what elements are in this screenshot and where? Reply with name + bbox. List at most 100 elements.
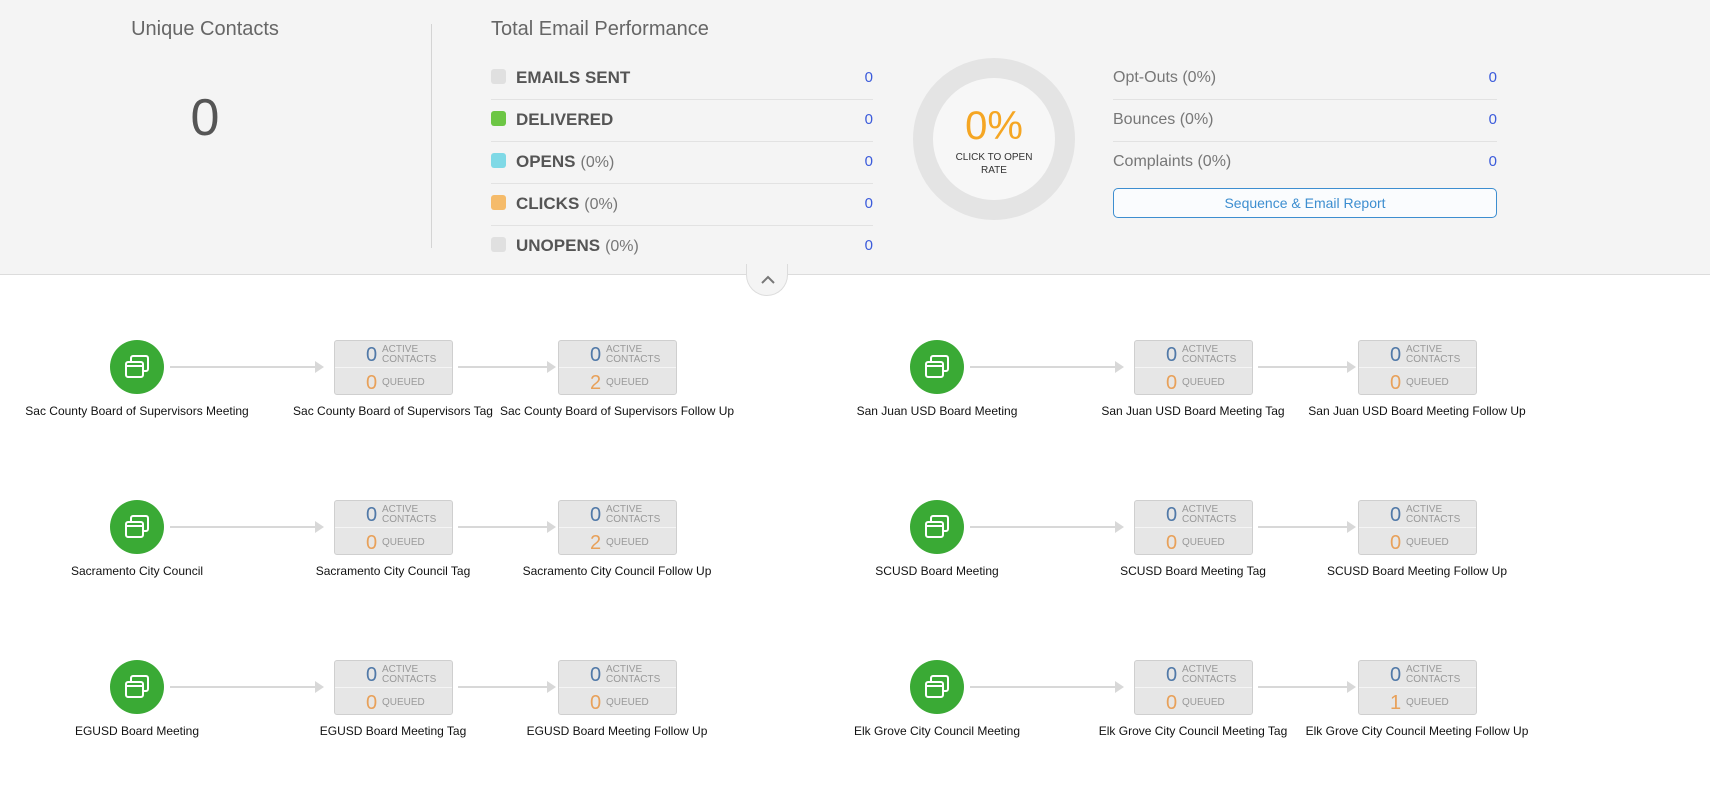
sequence-tag-name[interactable]: EGUSD Board Meeting Tag <box>319 724 467 738</box>
sequence-start-name[interactable]: EGUSD Board Meeting <box>74 724 200 738</box>
sequence-step-box[interactable]: 0 ACTIVE CONTACTS 0 QUEUED <box>1358 340 1477 395</box>
metric-value[interactable]: 0 <box>864 153 873 170</box>
sequence-row: 0 ACTIVE CONTACTS 0 QUEUED 0 ACTIVE CONTACTS 0 QU… <box>0 660 720 790</box>
queued-line: 1 QUEUED <box>1359 688 1476 715</box>
legend-swatch-opens <box>491 153 506 168</box>
legend-swatch-unopens <box>491 237 506 252</box>
metric-emails-sent[interactable]: EMAILS SENT 0 <box>491 58 873 100</box>
queued-count: 0 <box>1390 372 1402 394</box>
metric-value[interactable]: 0 <box>864 195 873 212</box>
sequence-start-node[interactable] <box>110 660 164 714</box>
active-contacts-count: 0 <box>590 664 602 686</box>
sequence-step-box[interactable]: 0 ACTIVE CONTACTS 0 QUEUED <box>1358 500 1477 555</box>
metric-label: EMAILS SENT <box>516 68 631 87</box>
sequence-start-name[interactable]: SCUSD Board Meeting <box>875 564 999 578</box>
active-contacts-label: ACTIVE CONTACTS <box>1406 344 1461 365</box>
sequence-step-box[interactable]: 0 ACTIVE CONTACTS 0 QUEUED <box>334 500 453 555</box>
sequence-step-box[interactable]: 0 ACTIVE CONTACTS 2 QUEUED <box>558 500 677 555</box>
sequence-copy-icon <box>125 515 149 538</box>
sequence-followup-name[interactable]: Sacramento City Council Follow Up <box>522 564 712 578</box>
sequence-tag-name[interactable]: Sac County Board of Supervisors Tag <box>293 404 493 418</box>
queued-label: QUEUED <box>1406 537 1449 548</box>
sequence-tag-name[interactable]: Sacramento City Council Tag <box>315 564 471 578</box>
sequence-followup-name[interactable]: Elk Grove City Council Meeting Follow Up <box>1305 724 1529 738</box>
flow-arrow <box>458 681 556 693</box>
flow-arrow <box>170 521 324 533</box>
metric-delivered[interactable]: DELIVERED 0 <box>491 100 873 142</box>
queued-label: QUEUED <box>382 377 425 388</box>
active-contacts-line: 0 ACTIVE CONTACTS <box>559 341 676 368</box>
active-contacts-count: 0 <box>590 344 602 366</box>
sequence-start-node[interactable] <box>910 500 964 554</box>
sequence-tag-name[interactable]: SCUSD Board Meeting Tag <box>1120 564 1266 578</box>
queued-count: 0 <box>1166 372 1178 394</box>
queued-label: QUEUED <box>1182 537 1225 548</box>
sequence-tag-name[interactable]: Elk Grove City Council Meeting Tag <box>1098 724 1288 738</box>
flow-arrow <box>170 361 324 373</box>
active-contacts-count: 0 <box>1390 504 1402 526</box>
sequence-start-name[interactable]: Elk Grove City Council Meeting <box>853 724 1021 738</box>
active-contacts-label: ACTIVE CONTACTS <box>606 344 661 365</box>
click-to-open-rate-value: 0% <box>965 104 1023 148</box>
stats-panel: Unique Contacts 0 Total Email Performanc… <box>0 0 1710 275</box>
active-contacts-label: ACTIVE CONTACTS <box>1182 344 1237 365</box>
sequence-step-box[interactable]: 0 ACTIVE CONTACTS 0 QUEUED <box>1134 660 1253 715</box>
sequence-step-box[interactable]: 0 ACTIVE CONTACTS 2 QUEUED <box>558 340 677 395</box>
sequence-step-box[interactable]: 0 ACTIVE CONTACTS 0 QUEUED <box>334 340 453 395</box>
queued-line: 0 QUEUED <box>1135 528 1252 555</box>
sequence-row: 0 ACTIVE CONTACTS 0 QUEUED 0 ACTIVE CONTACTS 0 QU… <box>800 500 1520 630</box>
collapse-stats-toggle[interactable] <box>746 264 788 296</box>
metric-label: Opt-Outs (0%) <box>1113 69 1217 86</box>
legend-swatch-delivered <box>491 111 506 126</box>
sequence-start-name[interactable]: Sac County Board of Supervisors Meeting <box>25 404 249 418</box>
metric-opens[interactable]: OPENS (0%) 0 <box>491 142 873 184</box>
sequence-email-report-button[interactable]: Sequence & Email Report <box>1113 188 1497 218</box>
sequence-start-name[interactable]: Sacramento City Council <box>70 564 204 578</box>
metric-bounces[interactable]: Bounces (0%) 0 <box>1113 100 1497 142</box>
flow-arrow <box>1258 521 1356 533</box>
active-contacts-label: ACTIVE CONTACTS <box>1406 504 1461 525</box>
sequence-followup-name[interactable]: EGUSD Board Meeting Follow Up <box>526 724 708 738</box>
click-to-open-rate-donut: 0% CLICK TO OPEN RATE <box>913 58 1075 220</box>
active-contacts-label: ACTIVE CONTACTS <box>1182 664 1237 685</box>
metric-label: UNOPENS (0%) <box>516 236 639 255</box>
sequence-start-node[interactable] <box>110 340 164 394</box>
sequence-row: 0 ACTIVE CONTACTS 0 QUEUED 0 ACTIVE CONTACTS 0 QU… <box>800 340 1526 470</box>
active-contacts-count: 0 <box>1166 344 1178 366</box>
sequence-start-node[interactable] <box>110 500 164 554</box>
queued-count: 0 <box>1166 692 1178 714</box>
sequence-start-name[interactable]: San Juan USD Board Meeting <box>856 404 1018 418</box>
queued-line: 0 QUEUED <box>559 688 676 715</box>
sequence-step-box[interactable]: 0 ACTIVE CONTACTS 0 QUEUED <box>334 660 453 715</box>
metric-opt-outs[interactable]: Opt-Outs (0%) 0 <box>1113 58 1497 100</box>
sequence-start-node[interactable] <box>910 660 964 714</box>
queued-label: QUEUED <box>1182 377 1225 388</box>
sequence-followup-name[interactable]: San Juan USD Board Meeting Follow Up <box>1308 404 1526 418</box>
sequence-step-box[interactable]: 0 ACTIVE CONTACTS 0 QUEUED <box>1134 500 1253 555</box>
queued-count: 0 <box>366 372 378 394</box>
queued-line: 0 QUEUED <box>335 528 452 555</box>
sequence-start-node[interactable] <box>910 340 964 394</box>
metric-unopens[interactable]: UNOPENS (0%) 0 <box>491 226 873 268</box>
active-contacts-count: 0 <box>366 344 378 366</box>
queued-line: 0 QUEUED <box>335 368 452 395</box>
metric-complaints[interactable]: Complaints (0%) 0 <box>1113 142 1497 184</box>
queued-count: 0 <box>366 532 378 554</box>
metric-value[interactable]: 0 <box>864 111 873 128</box>
metric-value[interactable]: 0 <box>1488 69 1497 86</box>
metric-value[interactable]: 0 <box>864 69 873 86</box>
sequence-step-box[interactable]: 0 ACTIVE CONTACTS 0 QUEUED <box>1134 340 1253 395</box>
metric-value[interactable]: 0 <box>1488 153 1497 170</box>
sequence-row: 0 ACTIVE CONTACTS 0 QUEUED 0 ACTIVE CONTACTS 1 QU… <box>800 660 1528 790</box>
email-metrics-list: EMAILS SENT 0 DELIVERED 0 OPENS (0%) 0 CL… <box>491 58 873 268</box>
sequence-tag-name[interactable]: San Juan USD Board Meeting Tag <box>1101 404 1285 418</box>
sequence-followup-name[interactable]: SCUSD Board Meeting Follow Up <box>1326 564 1508 578</box>
click-to-open-rate-caption: CLICK TO OPEN RATE <box>955 152 1033 176</box>
metric-clicks[interactable]: CLICKS (0%) 0 <box>491 184 873 226</box>
metric-value[interactable]: 0 <box>1488 111 1497 128</box>
queued-line: 0 QUEUED <box>1135 368 1252 395</box>
sequence-followup-name[interactable]: Sac County Board of Supervisors Follow U… <box>499 404 735 418</box>
metric-value[interactable]: 0 <box>864 237 873 254</box>
sequence-step-box[interactable]: 0 ACTIVE CONTACTS 0 QUEUED <box>558 660 677 715</box>
sequence-step-box[interactable]: 0 ACTIVE CONTACTS 1 QUEUED <box>1358 660 1477 715</box>
